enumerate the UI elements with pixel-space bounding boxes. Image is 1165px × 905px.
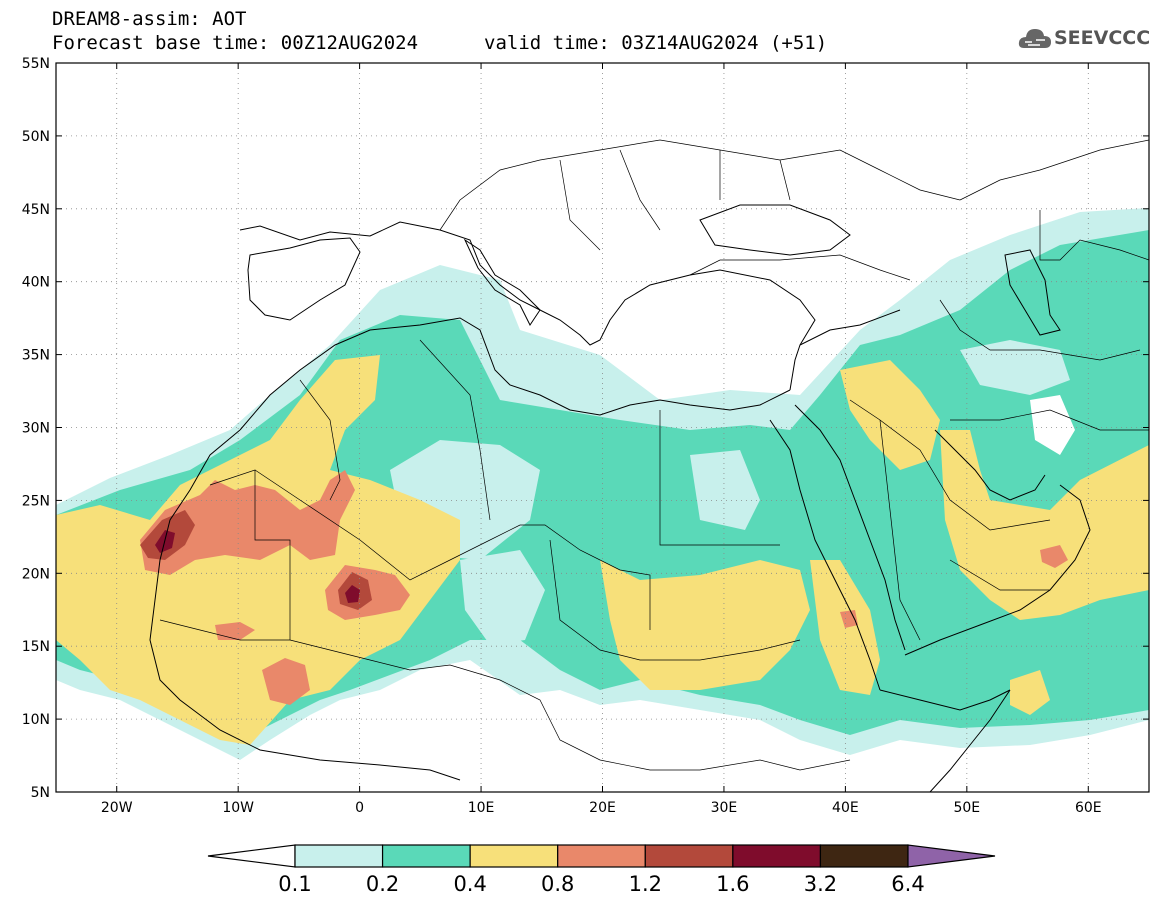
- colorbar-label: 1.6: [716, 872, 750, 896]
- border-turkey: [689, 254, 911, 281]
- border-algeria: [299, 339, 491, 521]
- levant-coast: [789, 309, 901, 391]
- colorbar-segment-6: [819, 844, 909, 868]
- border-sudan: [549, 539, 801, 661]
- east-africa-coast: [929, 689, 1011, 792]
- lat-tick-label: 20N: [22, 566, 50, 582]
- lon-tick-label: 50E: [953, 800, 980, 816]
- lon-tick-label: 20E: [589, 800, 616, 816]
- colorbar-label: 3.2: [803, 872, 838, 896]
- lat-tick-label: 5N: [31, 785, 50, 801]
- colorbar-segment-4: [644, 844, 734, 868]
- colorbar: [207, 844, 996, 868]
- lat-tick-label: 50N: [22, 129, 50, 145]
- lat-tick-label: 10N: [22, 712, 50, 728]
- colorbar-label: 0.1: [278, 872, 312, 896]
- colorbar-low-arrow: [207, 844, 296, 868]
- lat-tick-label: 55N: [22, 56, 50, 72]
- base-time: Forecast base time: 00Z12AUG2024: [52, 32, 419, 54]
- lon-tick-label: 40E: [832, 800, 859, 816]
- colorbar-label: 6.4: [891, 872, 925, 896]
- border-sahel: [159, 619, 851, 771]
- black-sea: [699, 204, 851, 256]
- persian-gulf: [934, 429, 1046, 501]
- italy: [463, 238, 541, 326]
- logo-text: SEEVCCC: [1054, 27, 1151, 49]
- border-arabia: [849, 399, 1051, 641]
- map-title: DREAM8-assim: AOT: [52, 8, 247, 30]
- seevccc-logo: SEEVCCC: [1018, 24, 1158, 56]
- lat-tick-label: 35N: [22, 348, 50, 364]
- graticule: [56, 63, 1149, 792]
- lat-tick-label: 30N: [22, 421, 50, 437]
- colorbar-segment-1: [381, 844, 471, 868]
- lon-tick-label: 30E: [711, 800, 738, 816]
- coastlines: [149, 204, 1091, 792]
- latitude-axis: 5N 10N 15N 20N 25N 30N 35N 40N 45N 50N 55N: [22, 56, 1149, 801]
- lon-tick-label: 10E: [468, 800, 495, 816]
- colorbar-label: 0.2: [365, 872, 400, 896]
- caspian: [1004, 249, 1061, 336]
- aot-band-0.8: [140, 470, 355, 575]
- europe-coast: [239, 221, 816, 346]
- iberia: [247, 237, 361, 321]
- lat-tick-label: 25N: [22, 493, 50, 509]
- border-libya-egypt: [659, 410, 780, 546]
- horn-africa: [879, 689, 1011, 711]
- red-sea: [769, 404, 906, 691]
- border-europe: [439, 139, 961, 251]
- colorbar-label: 0.8: [541, 872, 575, 896]
- lon-tick-label: 10W: [222, 800, 254, 816]
- border-north-africa: [254, 469, 651, 630]
- lon-tick-label: 20W: [101, 800, 133, 816]
- lat-tick-label: 40N: [22, 275, 50, 291]
- border-mauritania: [209, 469, 291, 640]
- border-central-asia: [959, 139, 1149, 261]
- longitude-axis: 20W 10W 0 10E 20E 30E 40E 50E 60E: [101, 63, 1102, 816]
- valid-time: valid time: 03Z14AUG2024 (+51): [484, 32, 828, 54]
- lon-tick-label: 60E: [1075, 800, 1102, 816]
- lat-tick-label: 45N: [22, 202, 50, 218]
- border-iran: [939, 299, 1149, 431]
- colorbar-segment-2: [469, 844, 559, 868]
- lon-tick-label: 0: [355, 800, 364, 816]
- north-africa-coast: [239, 317, 791, 431]
- colorbar-segment-0: [294, 844, 384, 868]
- lat-tick-label: 15N: [22, 639, 50, 655]
- borders: [159, 139, 1149, 771]
- colorbar-segment-5: [732, 844, 822, 868]
- cloud-icon: [1018, 29, 1051, 48]
- colorbar-label: 0.4: [453, 872, 487, 896]
- west-africa-coast: [149, 429, 461, 781]
- colorbar-label: 1.2: [628, 872, 662, 896]
- colorbar-segment-3: [557, 844, 646, 868]
- colorbar-high-arrow: [907, 844, 996, 868]
